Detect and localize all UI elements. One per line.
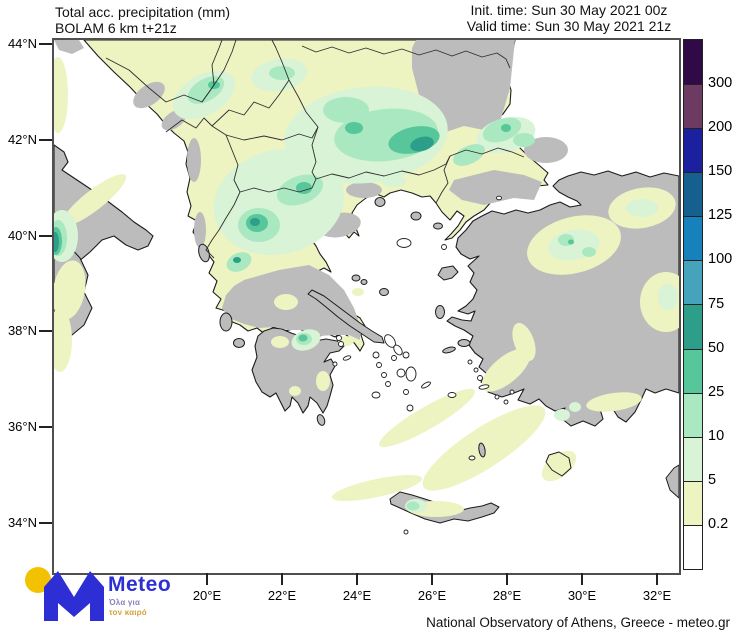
colorbar-segment [684, 304, 702, 349]
chios [435, 305, 445, 319]
colorbar-label: 200 [708, 119, 733, 136]
colorbar-label: 5 [708, 471, 717, 488]
colorbar-segment [684, 216, 702, 261]
islands-white [332, 195, 515, 535]
colorbar-label: 125 [708, 207, 733, 224]
precip-light-blobs [54, 57, 679, 501]
meteo-logo: Meteo Όλα για τον καιρό [20, 563, 220, 633]
kos [478, 384, 490, 390]
lesbos [437, 265, 459, 281]
crete-precip [405, 499, 464, 517]
amorgos [421, 381, 431, 389]
colorbar-segment [684, 172, 702, 217]
colorbar-segment [684, 348, 702, 393]
karpathos [478, 442, 486, 458]
lon-tick-mark [506, 573, 508, 585]
colorbar-label: 50 [708, 339, 725, 356]
kythira [316, 414, 326, 426]
santorini [406, 404, 414, 412]
title-line-1: Total acc. precipitation (mm) [55, 4, 231, 20]
lon-tick-label: 26°E [417, 588, 447, 603]
samos [457, 339, 471, 347]
lon-tick-mark [356, 573, 358, 585]
lat-tick-label: 38°N [7, 323, 37, 338]
lon-tick-label: 32°E [642, 588, 672, 603]
colorbar-label: 25 [708, 383, 725, 400]
colorbar-segment [684, 260, 702, 305]
title-line-2: BOLAM 6 km t+21z [55, 20, 177, 36]
precip-darkteal-blobs [54, 136, 434, 263]
colorbar-segment [684, 128, 702, 173]
weather-map-svg [54, 40, 679, 573]
logo-brand-text: Meteo [108, 573, 172, 596]
colorbar-label: 150 [708, 163, 733, 180]
logo-tagline-line1: Όλα για [109, 598, 141, 607]
colorbar-label: 0.2 [708, 515, 729, 532]
hydra [342, 355, 352, 361]
colorbar-label: 300 [708, 75, 733, 92]
colorbar-label: 100 [708, 251, 733, 268]
country-borders [105, 40, 525, 259]
init-time: Init. time: Sun 30 May 2021 00z [470, 2, 668, 18]
run-times: Init. time: Sun 30 May 2021 00z Valid ti… [408, 2, 730, 34]
colorbar-segment [684, 480, 702, 525]
thasos [374, 197, 386, 207]
colorbar [683, 39, 703, 570]
cyprus [665, 464, 679, 499]
lon-tick-label: 24°E [342, 588, 372, 603]
peloponnese [251, 327, 346, 414]
lon-tick-mark [656, 573, 658, 585]
cephalonia [219, 312, 233, 332]
lon-tick-label: 22°E [267, 588, 297, 603]
lon-tick-label: 30°E [567, 588, 597, 603]
colorbar-label: 75 [708, 295, 725, 312]
product-title: Total acc. precipitation (mm) BOLAM 6 km… [55, 4, 230, 36]
map-area [52, 38, 681, 575]
lat-tick-mark [39, 43, 52, 45]
tinos [393, 344, 403, 356]
lon-tick-mark [281, 573, 283, 585]
lat-tick-mark [39, 235, 52, 237]
lemnos [396, 238, 412, 248]
valid-time: Valid time: Sun 30 May 2021 21z [466, 18, 672, 34]
lon-tick-label: 20°E [192, 588, 222, 603]
logo-m-icon [25, 567, 104, 621]
imbros [433, 222, 443, 230]
naxos [405, 366, 417, 382]
logo-tagline-line2: τον καιρό [109, 608, 147, 617]
milos [371, 391, 381, 399]
attribution-text: National Observatory of Athens, Greece -… [426, 615, 730, 630]
euboea [307, 289, 385, 344]
paros [396, 368, 406, 378]
rhodes [545, 451, 572, 477]
lat-tick-mark [39, 426, 52, 428]
lat-tick-label: 36°N [7, 419, 37, 434]
zakynthos [233, 338, 245, 348]
skyros [379, 288, 389, 296]
islands-gray [198, 197, 679, 524]
colorbar-segment [684, 392, 702, 437]
lat-tick-mark [39, 522, 52, 524]
lon-tick-label: 28°E [492, 588, 522, 603]
lat-tick-label: 42°N [7, 132, 37, 147]
mykonos [402, 351, 410, 359]
lat-tick-label: 44°N [7, 36, 37, 51]
lat-tick-label: 34°N [7, 515, 37, 530]
lon-tick-mark [581, 573, 583, 585]
lat-tick-label: 40°N [7, 228, 37, 243]
colorbar-segment [684, 436, 702, 481]
lon-tick-mark [431, 573, 433, 585]
lat-tick-mark [39, 330, 52, 332]
colorbar-segment [684, 84, 702, 129]
lat-tick-mark [39, 139, 52, 141]
colorbar-label: 10 [708, 427, 725, 444]
aegina [338, 341, 344, 347]
colorbar-segment [684, 40, 702, 85]
colorbar-segment [684, 524, 702, 569]
ikaria [442, 346, 456, 354]
lon-tick-mark [206, 573, 208, 585]
samothrace [410, 211, 422, 221]
